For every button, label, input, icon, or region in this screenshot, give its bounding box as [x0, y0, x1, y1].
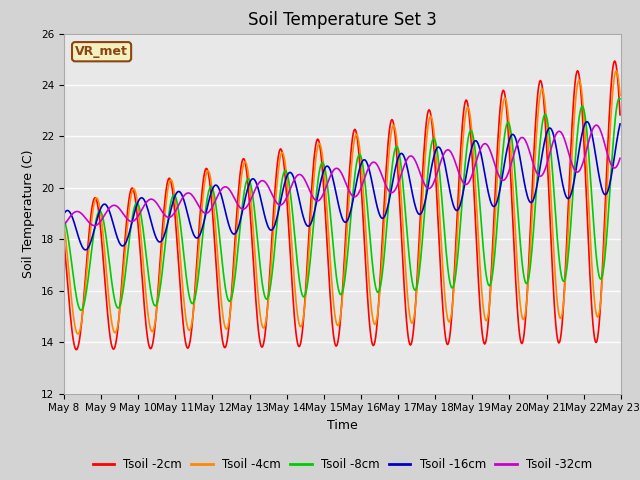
Legend: Tsoil -2cm, Tsoil -4cm, Tsoil -8cm, Tsoil -16cm, Tsoil -32cm: Tsoil -2cm, Tsoil -4cm, Tsoil -8cm, Tsoi… [88, 454, 597, 476]
Tsoil -4cm [70, 318, 78, 324]
Tsoil -16cm [128, 219, 136, 225]
Line: Tsoil -4cm: Tsoil -4cm [64, 71, 620, 334]
Tsoil -16cm [70, 219, 78, 225]
Tsoil -2cm [60, 239, 68, 245]
Tsoil -8cm [60, 217, 68, 223]
Line: Tsoil -2cm: Tsoil -2cm [64, 61, 620, 350]
Tsoil -8cm [427, 146, 435, 152]
Tsoil -32cm [592, 122, 600, 128]
Tsoil -32cm [128, 218, 136, 224]
Tsoil -32cm [214, 192, 221, 198]
Tsoil -8cm [616, 96, 623, 101]
Tsoil -32cm [60, 222, 68, 228]
Tsoil -16cm [185, 215, 193, 220]
Tsoil -4cm [616, 92, 624, 98]
Tsoil -32cm [70, 210, 78, 216]
Tsoil -8cm [616, 96, 624, 102]
Tsoil -2cm [611, 58, 618, 64]
Tsoil -16cm [427, 169, 435, 175]
Tsoil -2cm [128, 185, 136, 191]
Tsoil -2cm [214, 288, 221, 294]
Title: Soil Temperature Set 3: Soil Temperature Set 3 [248, 11, 437, 29]
X-axis label: Time: Time [327, 419, 358, 432]
Tsoil -8cm [185, 289, 193, 295]
Tsoil -32cm [185, 190, 193, 196]
Tsoil -4cm [427, 113, 435, 119]
Tsoil -8cm [128, 216, 136, 222]
Y-axis label: Soil Temperature (C): Soil Temperature (C) [22, 149, 35, 278]
Tsoil -32cm [427, 185, 435, 191]
Tsoil -2cm [72, 347, 80, 353]
Tsoil -2cm [410, 318, 418, 324]
Tsoil -4cm [74, 331, 82, 337]
Tsoil -32cm [90, 223, 98, 228]
Text: VR_met: VR_met [75, 45, 128, 58]
Tsoil -4cm [410, 312, 418, 318]
Tsoil -4cm [214, 256, 221, 262]
Tsoil -8cm [410, 287, 418, 292]
Tsoil -2cm [70, 341, 78, 347]
Tsoil -4cm [128, 189, 136, 194]
Tsoil -8cm [214, 218, 221, 224]
Tsoil -16cm [410, 200, 418, 205]
Tsoil -2cm [427, 110, 435, 116]
Line: Tsoil -32cm: Tsoil -32cm [64, 125, 620, 226]
Tsoil -32cm [616, 156, 624, 161]
Line: Tsoil -8cm: Tsoil -8cm [64, 98, 620, 310]
Tsoil -4cm [612, 68, 620, 73]
Tsoil -2cm [185, 345, 193, 350]
Tsoil -16cm [583, 119, 591, 125]
Tsoil -8cm [77, 307, 85, 313]
Line: Tsoil -16cm: Tsoil -16cm [64, 122, 620, 250]
Tsoil -8cm [70, 279, 78, 285]
Tsoil -4cm [185, 327, 193, 333]
Tsoil -32cm [410, 156, 418, 162]
Tsoil -2cm [616, 112, 624, 118]
Tsoil -16cm [616, 121, 624, 127]
Tsoil -16cm [82, 247, 90, 253]
Tsoil -4cm [60, 222, 68, 228]
Tsoil -16cm [60, 211, 68, 216]
Tsoil -16cm [214, 184, 221, 190]
